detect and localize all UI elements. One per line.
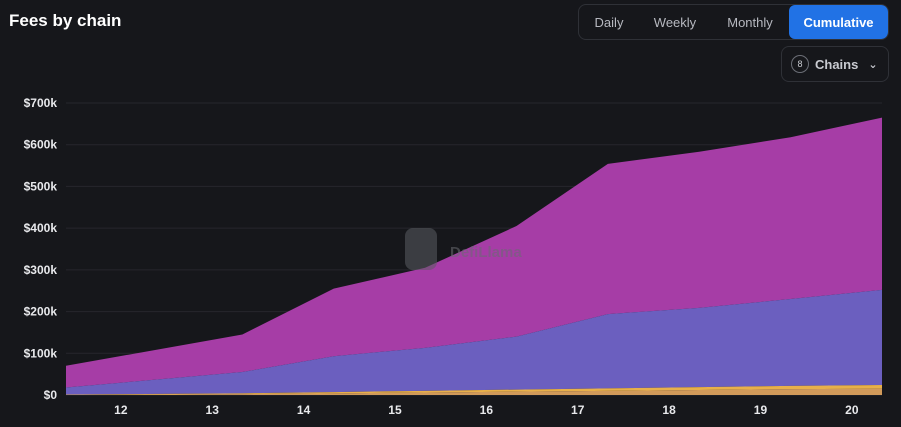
x-tick-label: 13: [206, 403, 220, 417]
watermark-text: DefiLlama: [450, 244, 522, 261]
period-tabs: Daily Weekly Monthly Cumulative: [578, 4, 889, 40]
area-series-2: [66, 289, 882, 395]
tab-monthly[interactable]: Monthly: [727, 14, 773, 30]
area-series: [66, 117, 882, 395]
y-tick-label: $300k: [24, 263, 58, 277]
y-tick-label: $500k: [24, 179, 58, 193]
llama-logo-icon: [405, 228, 437, 270]
tab-daily[interactable]: Daily: [594, 14, 624, 30]
x-tick-label: 18: [662, 403, 676, 417]
x-tick-label: 14: [297, 403, 311, 417]
area-series-0: [66, 388, 882, 395]
y-tick-label: $600k: [24, 138, 58, 152]
chevron-down-icon: ⌄: [868, 58, 878, 71]
area-series-3: [66, 117, 882, 388]
x-tick-label: 17: [571, 403, 585, 417]
x-axis-ticks: 12 13 14 15 16 17 18 19 20: [114, 403, 859, 417]
y-tick-label: $700k: [24, 96, 58, 110]
watermark: DefiLlama: [405, 228, 522, 270]
area-series-1: [66, 384, 882, 395]
chains-count-badge: 8: [791, 55, 809, 73]
x-tick-label: 16: [480, 403, 494, 417]
x-tick-label: 20: [845, 403, 859, 417]
x-tick-label: 12: [114, 403, 128, 417]
y-axis-ticks: $0 $100k $200k $300k $400k $500k $600k $700k: [24, 96, 58, 402]
chains-label: Chains: [815, 56, 859, 72]
y-tick-label: $100k: [24, 346, 58, 360]
x-tick-label: 15: [388, 403, 402, 417]
chains-dropdown-button[interactable]: 8 Chains ⌄: [781, 46, 889, 82]
y-tick-label: $0: [44, 388, 58, 402]
tab-cumulative[interactable]: Cumulative: [789, 5, 888, 39]
x-tick-label: 19: [754, 403, 768, 417]
y-tick-label: $200k: [24, 305, 58, 319]
page-title: Fees by chain: [9, 11, 122, 30]
tab-weekly[interactable]: Weekly: [653, 14, 697, 30]
y-tick-label: $400k: [24, 221, 58, 235]
